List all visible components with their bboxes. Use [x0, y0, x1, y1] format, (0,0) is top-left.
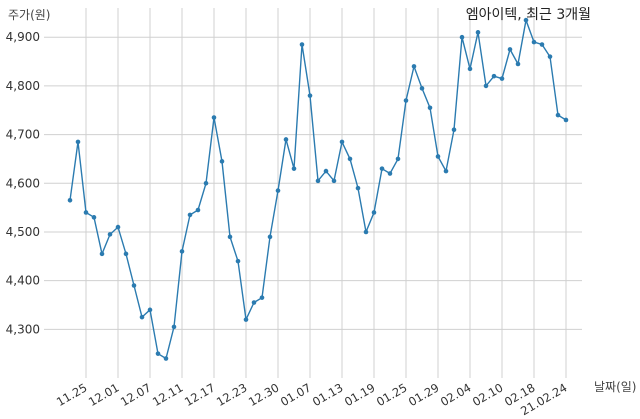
data-point: [395, 156, 401, 162]
x-tick-label: 01.19: [342, 380, 378, 409]
data-point: [179, 249, 185, 254]
data-point: [419, 86, 425, 91]
series-group: [67, 17, 569, 361]
data-point: [275, 188, 281, 193]
data-point: [163, 356, 169, 361]
data-point: [515, 61, 521, 67]
y-axis-ticks: 4,300 4,400 4,500 4,600 4,700 4,800 4,900: [6, 30, 40, 336]
data-point: [195, 207, 201, 213]
data-point: [411, 64, 417, 69]
data-point: [523, 17, 529, 23]
data-point: [467, 66, 473, 72]
data-point: [291, 166, 297, 171]
data-point: [91, 215, 97, 220]
data-point: [171, 324, 177, 330]
x-axis-ticks: 11.2512.0112.0712.1112.1712.2312.3001.07…: [54, 380, 570, 418]
data-point: [507, 47, 513, 52]
data-point: [355, 185, 361, 191]
x-tick-label: 01.29: [406, 380, 442, 409]
data-point: [307, 93, 313, 98]
x-tick-label: 02.10: [470, 380, 506, 409]
data-point: [283, 137, 289, 142]
data-point: [235, 258, 241, 264]
y-tick-label: 4,400: [6, 274, 40, 288]
x-tick-label: 12.11: [150, 380, 186, 409]
data-point: [475, 30, 481, 35]
data-point: [227, 234, 233, 240]
data-point: [403, 98, 409, 103]
data-point: [131, 283, 137, 288]
data-point: [99, 251, 105, 257]
data-point: [379, 166, 385, 171]
series-line: [69, 17, 567, 360]
data-point: [531, 39, 537, 45]
data-point: [219, 159, 225, 164]
data-point: [203, 180, 209, 186]
y-tick-label: 4,500: [6, 225, 40, 239]
data-point: [443, 168, 449, 174]
y-tick-label: 4,300: [6, 322, 40, 336]
data-point: [491, 73, 497, 79]
data-point: [115, 224, 121, 230]
data-point: [267, 234, 273, 240]
data-point: [83, 210, 89, 215]
y-tick-label: 4,900: [6, 30, 40, 44]
x-axis-label: 날짜(일): [594, 380, 636, 394]
y-tick-label: 4,700: [6, 128, 40, 142]
x-tick-label: 12.01: [86, 380, 122, 409]
data-point: [563, 117, 569, 123]
data-point: [75, 139, 81, 145]
x-tick-label: 12.07: [118, 380, 154, 409]
y-axis-label: 주가(원): [8, 8, 50, 22]
data-point: [387, 171, 393, 176]
data-point: [259, 295, 265, 300]
data-point: [139, 314, 145, 320]
data-point: [451, 127, 457, 133]
y-tick-label: 4,800: [6, 79, 40, 93]
data-point: [555, 112, 561, 118]
data-point: [459, 34, 465, 40]
data-point: [483, 83, 489, 89]
x-tick-label: 01.25: [374, 380, 410, 409]
data-point: [107, 232, 113, 237]
data-point: [323, 168, 329, 174]
grid-lines: [44, 8, 582, 378]
data-point: [251, 300, 257, 305]
x-tick-label: 01.13: [310, 380, 346, 409]
data-point: [147, 307, 153, 313]
x-tick-label: 12.23: [214, 380, 250, 409]
data-point: [155, 351, 161, 356]
data-point: [243, 317, 249, 322]
data-point: [371, 210, 377, 215]
data-point: [347, 156, 353, 162]
data-point: [499, 76, 505, 81]
data-point: [123, 251, 129, 257]
data-point: [299, 42, 305, 47]
x-tick-label: 12.17: [182, 380, 218, 409]
data-point: [187, 212, 193, 218]
data-point: [339, 139, 345, 145]
data-point: [211, 115, 217, 120]
chart-title: 엠아이텍, 최근 3개월: [466, 7, 591, 23]
data-point: [67, 198, 73, 203]
x-tick-label: 12.30: [246, 380, 282, 409]
data-point: [539, 42, 545, 47]
x-tick-label: 01.07: [278, 380, 314, 409]
x-tick-label: 11.25: [54, 380, 90, 409]
data-point: [363, 229, 369, 235]
y-tick-label: 4,600: [6, 176, 40, 190]
data-point: [315, 178, 321, 184]
data-point: [547, 54, 553, 59]
data-point: [435, 154, 441, 159]
data-point: [331, 178, 337, 184]
x-tick-label: 02.04: [438, 380, 474, 409]
data-point: [427, 105, 433, 111]
